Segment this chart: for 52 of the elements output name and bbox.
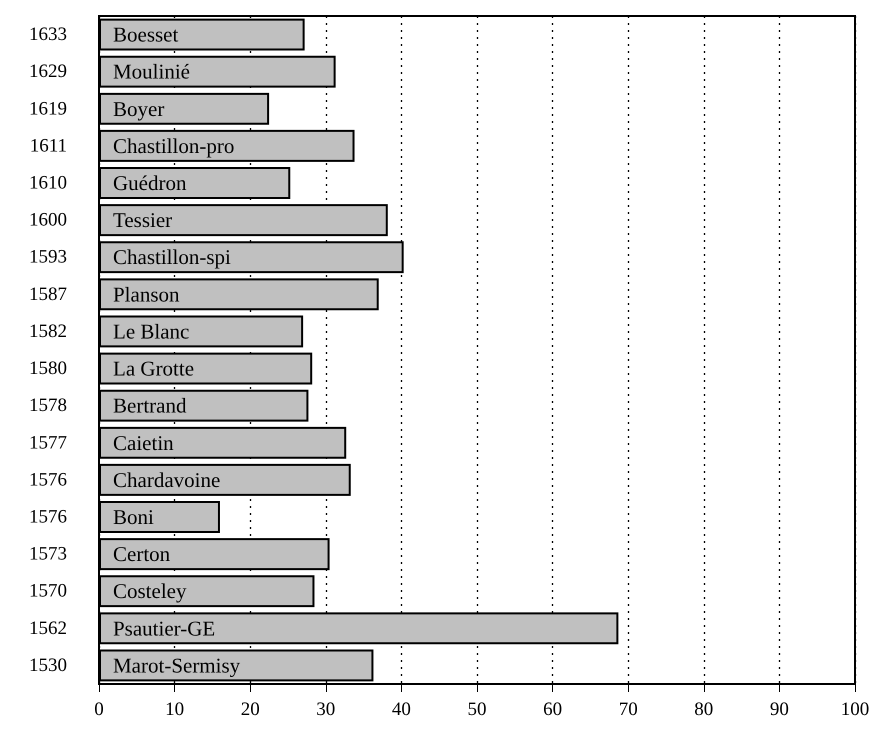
data-label: Le Blanc bbox=[113, 319, 190, 344]
data-label: Boni bbox=[113, 505, 154, 529]
data-label: Planson bbox=[113, 282, 180, 306]
y-tick-label: 1576 bbox=[29, 506, 67, 528]
x-tick-label: 70 bbox=[618, 699, 638, 720]
data-label: Chastillon-pro bbox=[113, 134, 234, 158]
x-tick-label: 0 bbox=[94, 699, 104, 720]
data-label: Moulinié bbox=[113, 60, 190, 84]
y-tick-label: 1619 bbox=[29, 98, 67, 120]
bar bbox=[99, 315, 304, 348]
data-label: Certon bbox=[113, 542, 171, 566]
data-label: Boyer bbox=[113, 96, 164, 121]
data-label: Boesset bbox=[113, 22, 178, 47]
x-tick-label: 20 bbox=[240, 699, 260, 720]
x-tick-label: 10 bbox=[165, 699, 184, 720]
bar bbox=[99, 464, 351, 496]
x-tick-label: 90 bbox=[770, 699, 789, 720]
y-tick-label: 1587 bbox=[29, 284, 67, 305]
bar bbox=[99, 204, 388, 236]
y-tick-label: 1633 bbox=[29, 24, 67, 46]
bar bbox=[99, 92, 270, 125]
x-tick-label: 40 bbox=[392, 699, 411, 720]
y-tick-label: 1593 bbox=[29, 246, 67, 268]
bar bbox=[99, 575, 314, 608]
y-tick-label: 1582 bbox=[29, 320, 67, 342]
data-label: Costeley bbox=[113, 579, 187, 604]
x-tick-label: 80 bbox=[694, 699, 714, 720]
y-tick-label: 1576 bbox=[29, 469, 67, 490]
y-tick-label: 1610 bbox=[29, 172, 67, 194]
data-label: Chardavoine bbox=[113, 468, 220, 492]
x-tick-label: 60 bbox=[543, 699, 562, 720]
y-tick-label: 1629 bbox=[29, 61, 67, 82]
y-tick-label: 1530 bbox=[29, 654, 67, 676]
y-tick-label: 1580 bbox=[29, 358, 67, 380]
y-tick-label: 1562 bbox=[29, 618, 67, 639]
data-label: Chastillon-spi bbox=[113, 245, 232, 270]
data-label: Caietin bbox=[113, 430, 174, 455]
y-tick-label: 1577 bbox=[29, 432, 67, 454]
y-tick-label: 1600 bbox=[29, 210, 67, 231]
y-tick-label: 1573 bbox=[29, 544, 67, 565]
data-label: Guédron bbox=[113, 171, 187, 195]
y-tick-label: 1578 bbox=[29, 395, 67, 416]
x-tick-label: 50 bbox=[468, 699, 486, 720]
data-label: Tessier bbox=[113, 208, 172, 232]
y-tick-label: 1570 bbox=[29, 580, 67, 602]
data-label: Psautier-GE bbox=[113, 616, 216, 640]
x-tick-label: 100 bbox=[840, 699, 870, 720]
x-tick-label: 30 bbox=[316, 699, 336, 720]
data-label: Marot-Sermisy bbox=[113, 653, 241, 678]
data-label: Bertrand bbox=[113, 394, 187, 418]
data-label: La Grotte bbox=[113, 356, 194, 381]
y-tick-label: 1611 bbox=[30, 135, 67, 156]
